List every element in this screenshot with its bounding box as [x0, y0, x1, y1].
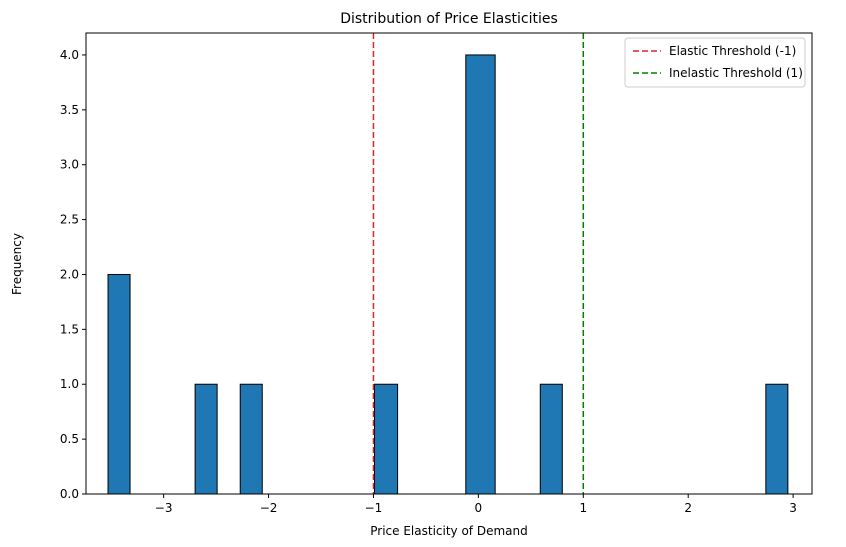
legend: Elastic Threshold (-1) Inelastic Threshol… — [624, 37, 806, 88]
reference-lines-layer — [372, 33, 585, 494]
histogram-bar — [107, 273, 131, 495]
y-tick-label: 0.5 — [60, 432, 79, 446]
legend-box — [624, 37, 806, 88]
x-axis-label: Price Elasticity of Demand — [370, 524, 527, 538]
x-tick-label: −3 — [155, 501, 173, 515]
y-tick-label: 4.0 — [60, 48, 79, 62]
y-tick-label: 1.0 — [60, 377, 79, 391]
x-tick-label: −2 — [260, 501, 278, 515]
legend-label: Inelastic Threshold (1) — [669, 66, 803, 80]
x-tick-label: 0 — [475, 501, 483, 515]
chart-title: Distribution of Price Elasticities — [340, 11, 558, 27]
y-tick-label: 3.0 — [60, 158, 79, 172]
plot-frame — [85, 32, 813, 495]
legend-label: Elastic Threshold (-1) — [669, 44, 796, 58]
histogram-bar — [765, 383, 789, 495]
y-tick-label: 2.0 — [60, 267, 79, 281]
bars-layer — [107, 54, 789, 495]
y-tick-label: 0.0 — [60, 487, 79, 501]
x-tick-label: −1 — [365, 501, 383, 515]
x-tick-label: 3 — [789, 501, 797, 515]
axes-layer: −3 −2 −1 0 1 2 3 0.0 0.5 1.0 1.5 2.0 2.5 3.0 3.5 4.0 — [60, 32, 813, 515]
histogram-bar — [239, 383, 263, 495]
histogram-bar — [465, 54, 496, 495]
y-tick-label: 2.5 — [60, 213, 79, 227]
histogram-bar — [194, 383, 218, 495]
x-tick-label: 1 — [579, 501, 587, 515]
y-tick-label: 1.5 — [60, 322, 79, 336]
y-tick-label: 3.5 — [60, 103, 79, 117]
histogram-bar — [539, 383, 563, 495]
x-tick-label: 2 — [684, 501, 692, 515]
y-axis-label: Frequency — [10, 233, 24, 295]
histogram-bar — [374, 383, 399, 495]
